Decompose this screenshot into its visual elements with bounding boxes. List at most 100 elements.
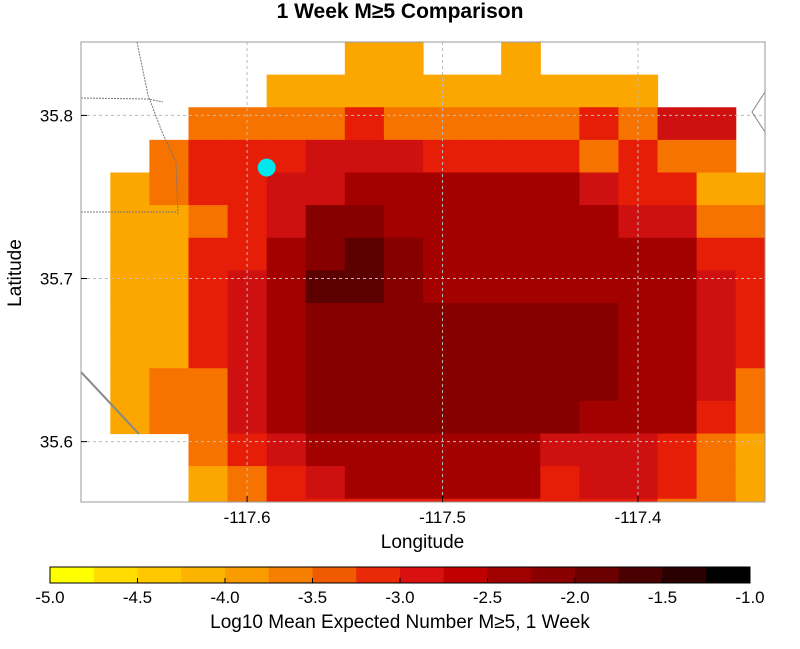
grid-cell [540, 400, 580, 435]
grid-cell [344, 433, 385, 467]
grid-cell [462, 107, 502, 141]
grid-cell [383, 302, 424, 337]
grid-cell [266, 498, 307, 502]
colorbar-segment [618, 567, 663, 583]
grid-cell [657, 139, 698, 174]
grid-cell [462, 139, 502, 174]
colorbar-ticks: -5.0 -4.5 -4.0 -3.5 -3.0 -2.5 -2.0 -1.5 -1.0 [35, 578, 765, 607]
y-tick-label: 35.6 [40, 433, 73, 452]
grid-cell [696, 172, 737, 206]
grid-cell [618, 107, 659, 141]
grid-cell [618, 270, 659, 304]
grid-cell [383, 466, 424, 500]
grid-cell [344, 139, 385, 174]
grid-cell [501, 172, 541, 206]
grid-cell [540, 107, 580, 141]
grid-cell [735, 335, 765, 369]
grid-cell [305, 335, 346, 369]
grid-cell [266, 302, 307, 337]
grid-cell [344, 172, 385, 206]
grid-cell [383, 368, 424, 402]
grid-cell [696, 205, 737, 239]
grid-cell [462, 172, 502, 206]
grid-cell [188, 433, 229, 467]
grid-cell [540, 335, 580, 369]
grid-cell [110, 205, 150, 239]
colorbar-tick-label: -2.5 [473, 588, 502, 607]
grid-cell [696, 107, 737, 141]
x-tick-label: -117.6 [224, 508, 271, 527]
grid-cell [344, 368, 385, 402]
grid-cell [501, 335, 541, 369]
colorbar-tick-label: -4.0 [210, 588, 239, 607]
grid-cell [188, 205, 229, 239]
grid-cell [188, 302, 229, 337]
grid-cell [188, 139, 229, 174]
grid-cell [657, 433, 698, 467]
grid-cell [462, 368, 502, 402]
grid-cell [344, 498, 385, 502]
map-title: 1 Week M≥5 Comparison [276, 0, 524, 23]
grid-cell [188, 335, 229, 369]
grid-cell [696, 237, 737, 271]
grid-cell [266, 335, 307, 369]
grid-cell [735, 205, 765, 239]
grid-cell [305, 270, 346, 304]
grid-cell [305, 139, 346, 174]
grid-cell [540, 270, 580, 304]
grid-cell [501, 139, 541, 174]
grid-cell [579, 335, 620, 369]
grid-cell [188, 237, 229, 271]
grid-cell [344, 466, 385, 500]
colorbar-segment [137, 567, 182, 583]
grid-cell [579, 205, 620, 239]
grid-cell [305, 172, 346, 206]
grid-cell [383, 400, 424, 435]
fault-line [81, 371, 140, 435]
grid-cell [383, 172, 424, 206]
grid-cell [462, 302, 502, 337]
grid-cell [423, 400, 463, 435]
grid-cell [305, 302, 346, 337]
colorbar-segment [706, 567, 751, 583]
grid-cell [383, 270, 424, 304]
colorbar-tick-label: -1.5 [648, 588, 677, 607]
grid-cell [305, 466, 346, 500]
grid-cell [696, 433, 737, 467]
grid-cell [344, 237, 385, 271]
grid-cell [501, 205, 541, 239]
grid-cell [657, 335, 698, 369]
grid-cell [344, 302, 385, 337]
grid-cell [501, 74, 541, 108]
grid-cell [540, 433, 580, 467]
grid-cell [149, 205, 190, 239]
grid-cell [305, 400, 346, 435]
grid-cell [501, 368, 541, 402]
grid-cell [696, 466, 737, 500]
colorbar-segment [487, 567, 532, 583]
grid-cell [305, 107, 346, 141]
grid-cell [110, 302, 150, 337]
colorbar-label: Log10 Mean Expected Number M≥5, 1 Week [210, 612, 590, 633]
colorbar-segment [356, 567, 401, 583]
grid-cell [501, 107, 541, 141]
geographic-borders [81, 42, 765, 435]
grid-cell [775, 433, 800, 466]
grid-cell [344, 205, 385, 239]
grid-cell [188, 400, 229, 435]
grid-cell [696, 400, 737, 435]
grid-cell [266, 270, 307, 304]
border-line-4 [751, 91, 765, 133]
grid-cell [423, 335, 463, 369]
grid-cell [696, 368, 737, 402]
grid-cell [775, 368, 800, 401]
grid-cell [462, 335, 502, 369]
grid-cell [618, 400, 659, 435]
grid-cell [383, 433, 424, 467]
colorbar-segment [50, 567, 95, 583]
grid-cell [735, 466, 765, 500]
grid-cell [110, 368, 150, 402]
grid-cell [266, 433, 307, 467]
grid-cell [110, 400, 150, 435]
grid-cell [383, 498, 424, 502]
